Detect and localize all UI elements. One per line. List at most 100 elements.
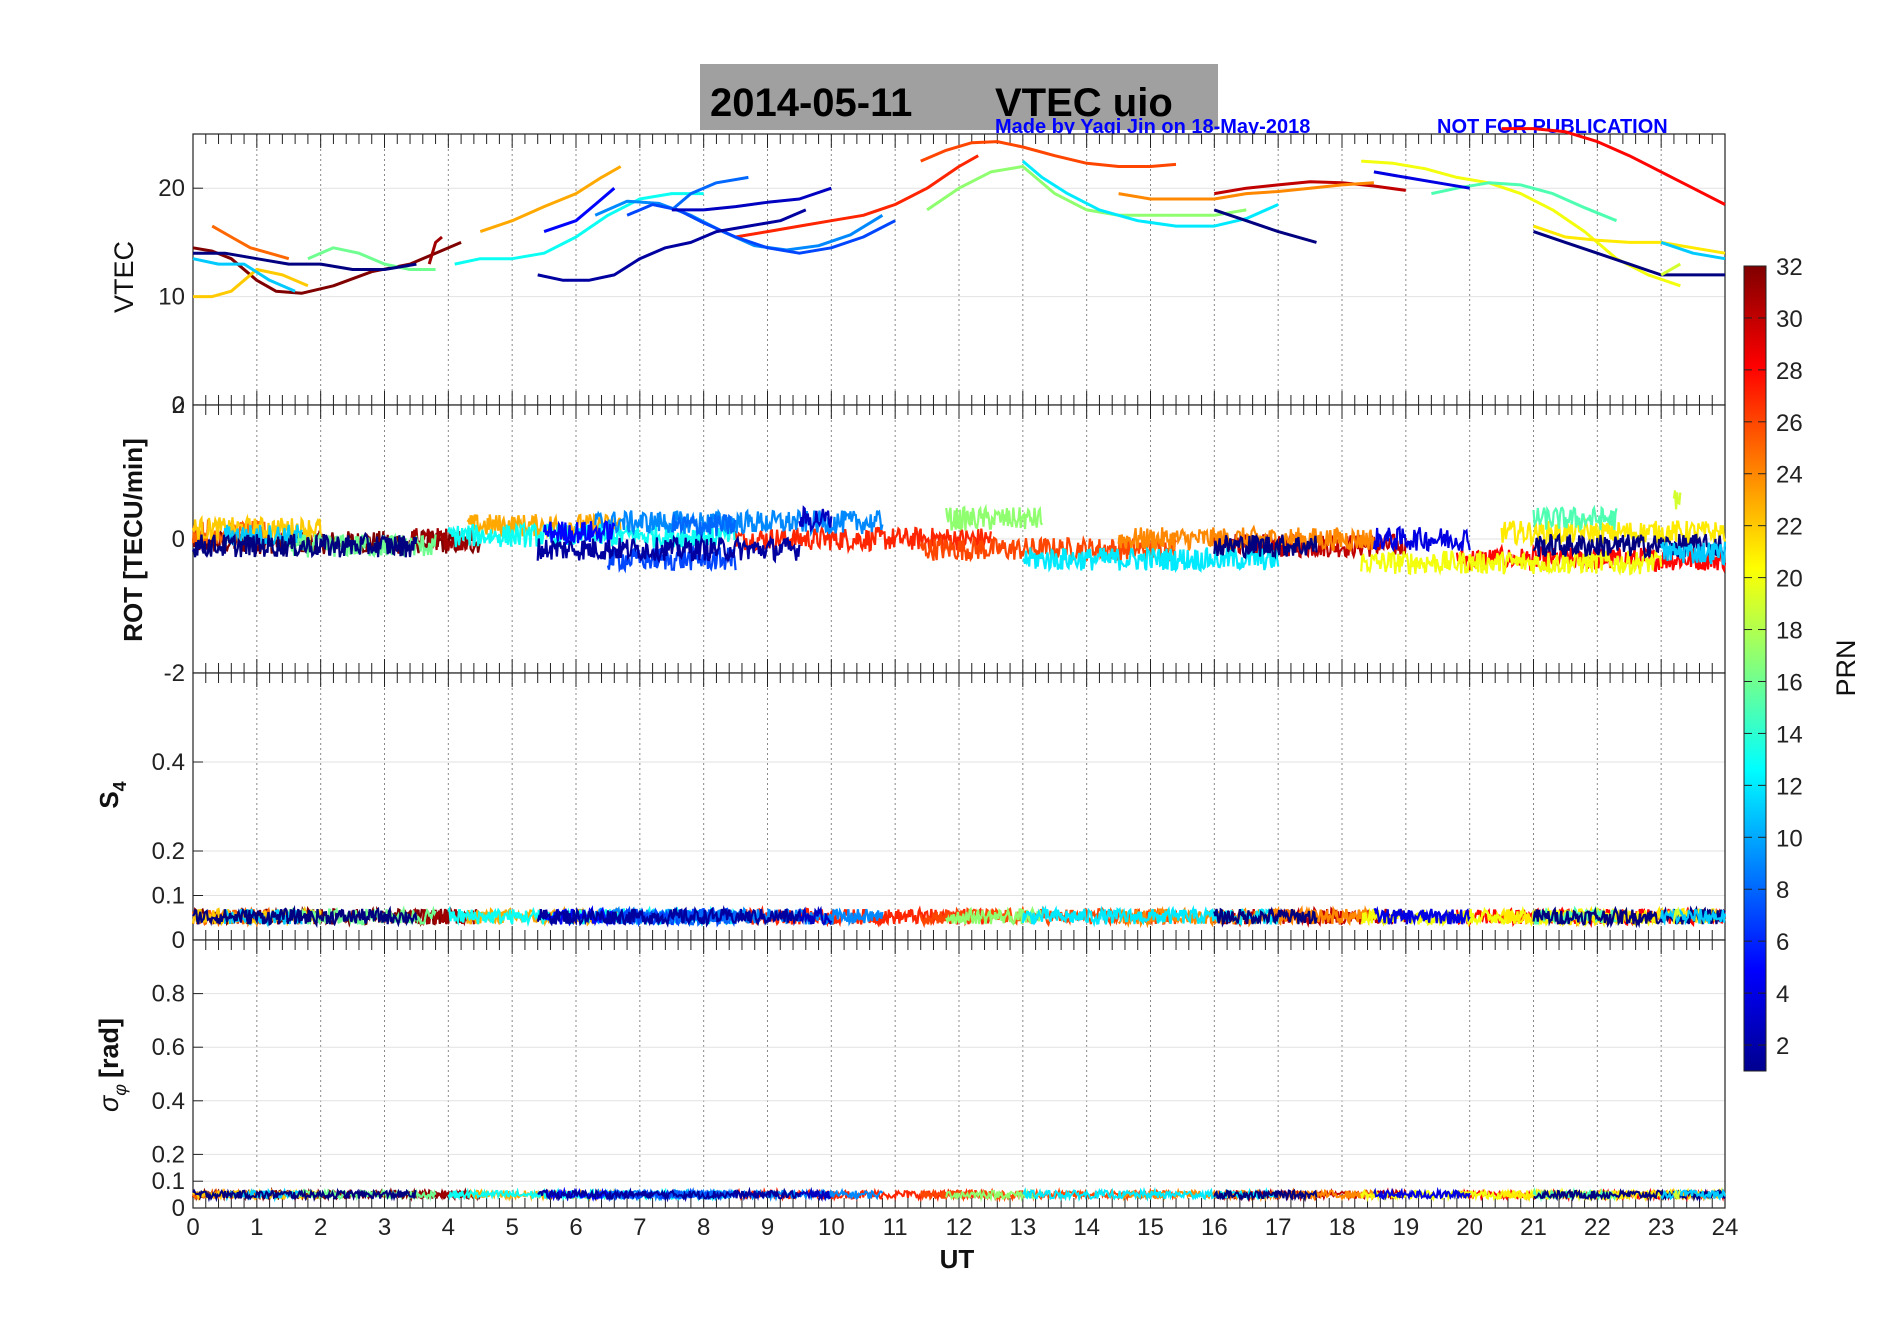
sigma-ytick-label: 0.6: [152, 1034, 185, 1061]
sigma-series-prn-2: [537, 1186, 801, 1203]
s4-series-prn-3: [798, 905, 833, 926]
vtec-series-prn-24: [1118, 181, 1374, 201]
vtec-series-prn-16: [307, 246, 436, 271]
vtec-series-prn-31: [427, 235, 443, 265]
x-tick-label: 6: [569, 1214, 582, 1241]
x-tick-label: 15: [1137, 1214, 1164, 1241]
vtec-series-prn-4: [1373, 170, 1470, 190]
vtec-series-prn-11: [192, 257, 296, 293]
colorbar-label: PRN: [1831, 639, 1861, 696]
rot-series-prn-4: [1372, 525, 1471, 553]
vtec-series-prn-15: [1431, 181, 1618, 223]
s4-ytick-label: 0.1: [152, 883, 185, 910]
sigma-ytick-label: 0.4: [152, 1088, 185, 1115]
colorbar-tick-label: 10: [1776, 825, 1803, 852]
s4-ytick-label: 0.4: [152, 749, 185, 776]
vtec-ylabel: VTEC: [109, 241, 139, 313]
title-box: [700, 64, 1218, 130]
vtec-series-prn-1: [1533, 230, 1725, 277]
notice-text: NOT FOR PUBLICATION: [1437, 116, 1668, 138]
vtec-series-prn-28: [1501, 127, 1726, 206]
s4-series-prn-17: [945, 905, 1043, 926]
sigma-ytick-label: 0.1: [152, 1168, 185, 1195]
colorbar-tick-label: 20: [1776, 566, 1803, 593]
x-tick-label: 18: [1329, 1214, 1356, 1241]
vtec-ytick-label: 20: [158, 175, 185, 202]
svg-text:σφ[rad]: σφ [rad]: [94, 1018, 130, 1112]
rot-series-prn-15: [1532, 504, 1618, 532]
sigma-series-prn-4: [1372, 1186, 1471, 1201]
rot-series-prn-1: [1213, 533, 1318, 560]
sigma-series-prn-1: [192, 1187, 417, 1203]
colorbar-tick-label: 28: [1776, 358, 1803, 385]
sigma-series-prn-3: [798, 1186, 832, 1202]
s4-series-prn-11: [1660, 907, 1727, 926]
vtec-series-prn-3: [671, 186, 832, 212]
rot-series-prn-5: [543, 520, 616, 546]
x-tick-labels: 0 1 2 3 4 5 6 7 8 9 10 11 12 13 14 15 16 17 18 19 20 21 22 23 24: [186, 1214, 1738, 1241]
svg-text:S4: S4: [94, 781, 130, 808]
x-tick-label: 10: [818, 1214, 845, 1241]
s4-series-prn-2: [536, 904, 801, 928]
credit-text: Made by Yaqi Jin on 18-May-2018: [995, 116, 1310, 138]
colorbar-tick-label: 8: [1776, 877, 1789, 904]
vtec-series-prn-11: [1660, 240, 1726, 261]
s4-series-prn-1: [1213, 906, 1318, 928]
colorbar-tick-label: 16: [1776, 669, 1803, 696]
x-tick-label: 21: [1520, 1214, 1547, 1241]
vtec-series-prn-7: [626, 203, 896, 255]
rot-series-prn-8: [671, 513, 737, 537]
x-tick-label: 24: [1712, 1214, 1739, 1241]
sigma-ylabel-unit: [rad]: [94, 1018, 124, 1078]
colorbar: [1743, 265, 1767, 1072]
vtec-series-prn-5: [543, 187, 616, 234]
vtec-series-prn-30: [1214, 180, 1407, 196]
colorbar-tick-label: 14: [1776, 721, 1803, 748]
x-tick-label: 11: [883, 1214, 908, 1241]
vtec-series-prn-32: [192, 241, 462, 295]
title-date: 2014-05-11: [710, 81, 912, 125]
x-tick-label: 9: [761, 1214, 774, 1241]
s4-series-prn-1: [192, 905, 418, 929]
x-tick-label: 0: [186, 1214, 199, 1241]
s4-series-prn-4: [1373, 905, 1471, 926]
colorbar-tick-label: 30: [1776, 306, 1803, 333]
vtec-ytick-label: 10: [158, 284, 185, 311]
sigma-ytick-label: 0.2: [152, 1141, 185, 1168]
x-tick-label: 17: [1265, 1214, 1292, 1241]
rot-ylabel: ROT [TECU/min]: [118, 438, 148, 642]
colorbar-tick-label: 12: [1776, 773, 1803, 800]
x-tick-label: 8: [697, 1214, 710, 1241]
sigma-panel: 00.10.2 0.4 0.6 0.8: [152, 939, 1726, 1222]
x-tick-label: 2: [314, 1214, 327, 1241]
rot-ytick-label: 0: [172, 526, 185, 553]
vtec-series-prn-8: [670, 175, 749, 212]
colorbar-tick-label: 18: [1776, 618, 1803, 645]
sigma-ylabel-sub: φ: [110, 1084, 130, 1096]
rot-series-prn-11: [1660, 541, 1727, 566]
vtec-series-prn-19: [1660, 262, 1682, 277]
s4-ylabel-sub: 4: [110, 781, 130, 791]
colorbar-tick-label: 22: [1776, 514, 1803, 541]
sigma-series-prn-11: [1660, 1188, 1726, 1201]
x-tick-label: 4: [442, 1214, 455, 1241]
x-tick-label: 20: [1456, 1214, 1483, 1241]
vtec-series-prn-2: [537, 208, 807, 282]
sigma-ylabel: σφ [rad]: [94, 1018, 130, 1112]
colorbar-tick-label: 26: [1776, 410, 1803, 437]
colorbar-tick-label: 4: [1776, 981, 1789, 1008]
rot-series-prn-9: [594, 508, 884, 537]
vtec-panel: 0 10 20: [158, 127, 1726, 419]
x-tick-label: 7: [633, 1214, 646, 1241]
vtec-series-prn-13: [454, 192, 704, 266]
sigma-series-prn-8: [671, 1187, 737, 1202]
x-tick-label: 22: [1584, 1214, 1611, 1241]
sigma-series-prn-1: [1213, 1188, 1318, 1203]
vtec-series-prn-21: [1533, 224, 1726, 255]
vtec-series-prn-27: [735, 154, 979, 239]
rot-series-prn-16: [288, 532, 437, 558]
rot-series-prn-1: [1532, 532, 1727, 561]
x-tick-label: 1: [250, 1214, 263, 1241]
